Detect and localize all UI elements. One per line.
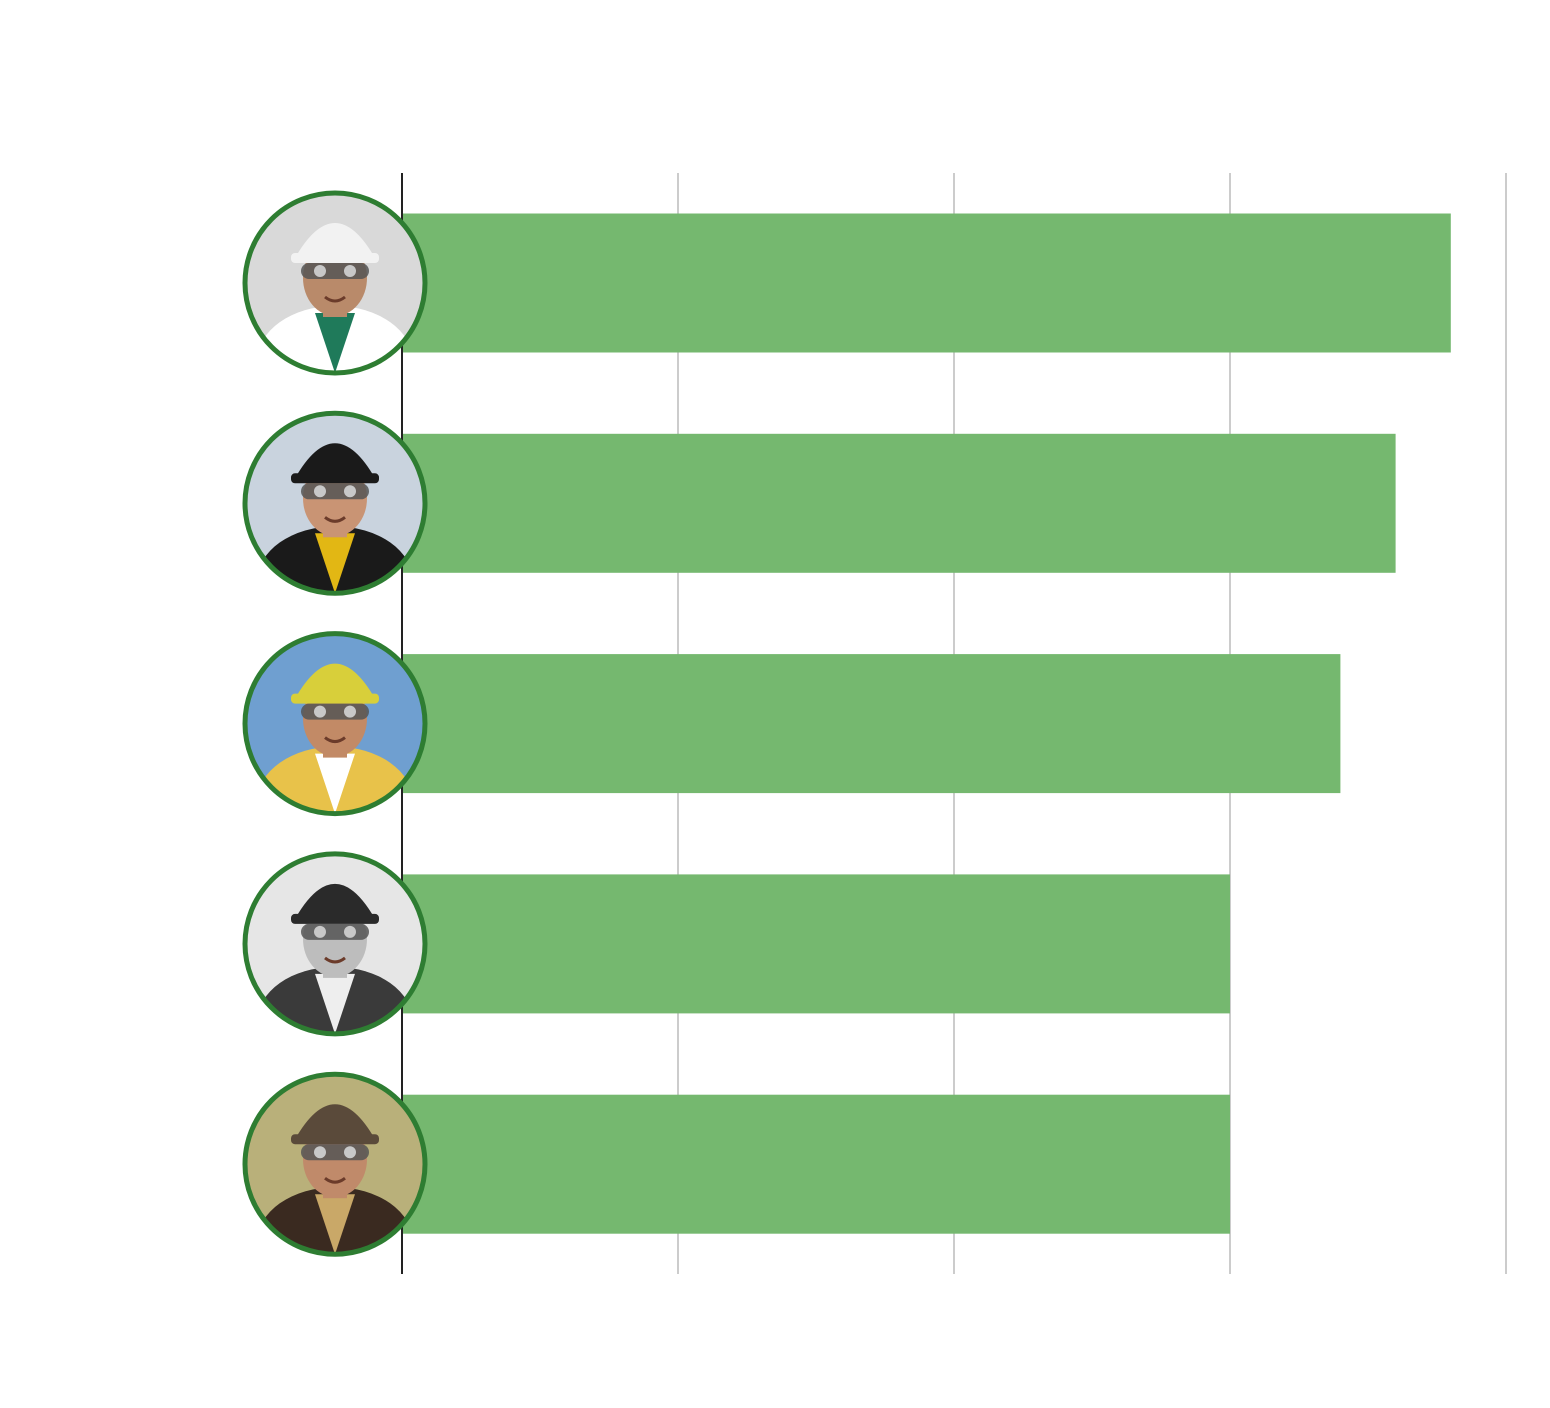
jockey-yellow-helmet-icon [242,631,428,817]
jockey-muddy-helmet-icon [242,1071,428,1257]
marker-ring-3 [242,851,428,1037]
marker-ring-2 [242,631,428,817]
bar-3 [402,874,1230,1014]
bar-0 [402,213,1451,353]
bars [402,213,1451,1234]
bar-2 [402,654,1341,794]
jockey-white-helmet-icon [242,190,428,376]
marker-ring-0 [242,190,428,376]
jockey-black-helmet-icon [242,410,428,596]
marker-ring-1 [242,410,428,596]
jockey-vintage-bw-icon [242,851,428,1037]
bar-4 [402,1094,1230,1234]
category-markers [242,190,428,1257]
marker-ring-4 [242,1071,428,1257]
bar-1 [402,433,1396,573]
